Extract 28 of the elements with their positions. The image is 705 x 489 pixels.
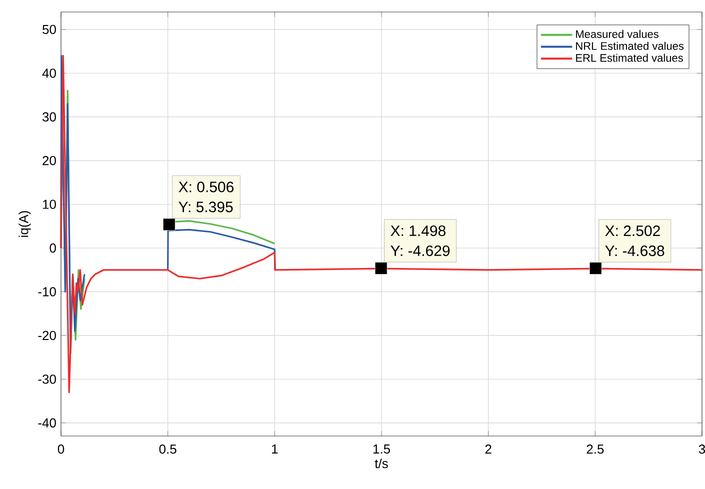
legend-label: NRL Estimated values — [576, 42, 684, 50]
annotation: X: 2.502 — [605, 226, 660, 236]
annotation: X: 1.498 — [390, 225, 446, 236]
y-tick-label: 40 — [42, 68, 56, 78]
x-tick-label: 2 — [485, 444, 492, 454]
y-tick-label: -30 — [38, 374, 56, 384]
x-tick-label: 1 — [272, 444, 278, 454]
y-tick-label: 20 — [42, 156, 56, 166]
x-tick-label: 1.5 — [373, 444, 390, 454]
legend-label: ERL Estimated values — [576, 54, 683, 62]
annotation: X: 0.506 — [178, 182, 234, 192]
y-tick-label: -20 — [38, 330, 56, 340]
y-tick-label: 10 — [42, 200, 56, 209]
y-axis-title: iq(A) — [18, 211, 31, 237]
y-tick-label: 50 — [42, 24, 56, 34]
x-tick-label: 0.5 — [159, 444, 176, 454]
x-tick-label: 0 — [58, 444, 64, 454]
y-tick-label: 30 — [42, 112, 56, 122]
annotation: Y: -4.638 — [605, 246, 664, 256]
y-tick-label: -40 — [38, 418, 56, 428]
annotation: Y: -4.629 — [390, 245, 450, 256]
legend-label: Measured values — [576, 30, 659, 38]
x-axis-title: t/s — [374, 458, 388, 468]
x-tick-label: 2.5 — [586, 444, 604, 454]
x-tick-label: 3 — [698, 444, 705, 454]
y-tick-label: -10 — [38, 287, 56, 296]
annotation: Y: 5.395 — [178, 202, 233, 212]
y-tick-label: 0 — [50, 243, 56, 253]
